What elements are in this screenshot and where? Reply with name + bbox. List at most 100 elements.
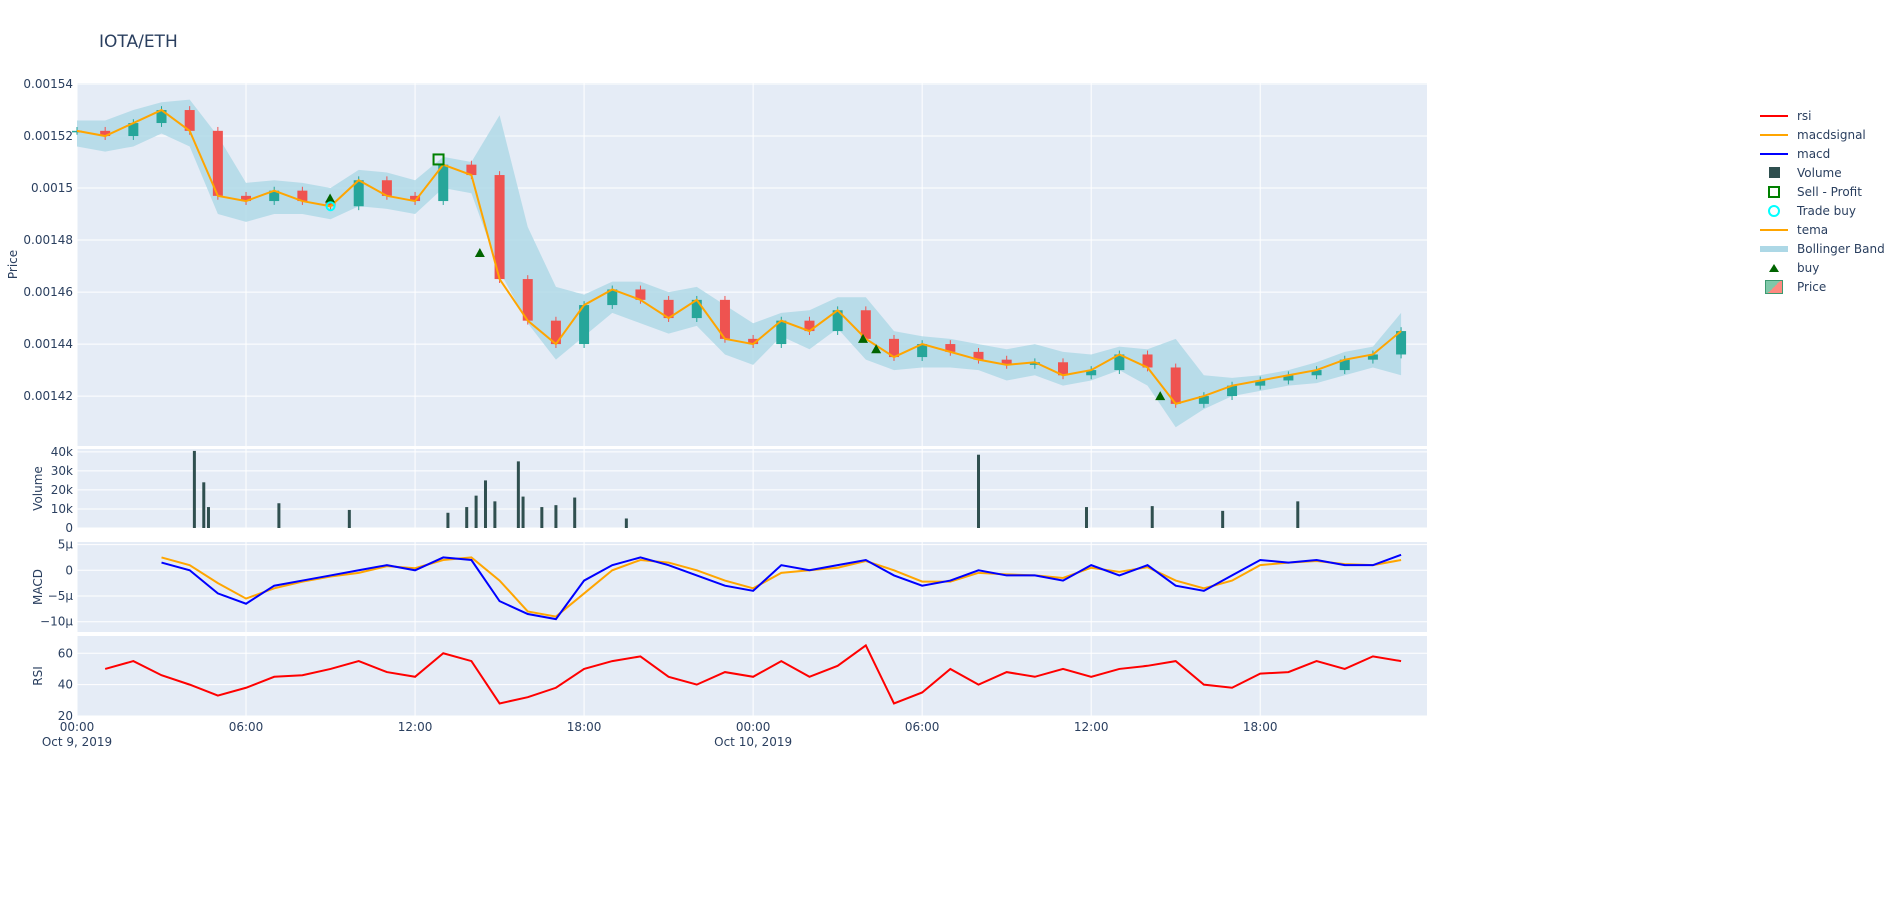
candle [1367,354,1378,360]
y-tick-label: 0 [65,521,73,535]
x-tick-label: 12:00 [1074,720,1109,734]
macd-line [161,553,1402,621]
candle [1086,370,1097,376]
y-tick-label: 20 [58,709,73,723]
legend-swatch-icon [1757,204,1791,217]
x-tick-sublabel: Oct 10, 2019 [714,735,792,749]
x-tick-label: 00:00 [736,720,771,734]
candle [888,338,899,358]
x-tick-label: 00:00 [60,720,95,734]
legend[interactable]: rsi macdsignal macd Volume Sell - Profit Trad… [1757,106,1885,296]
legend-item[interactable]: Sell - Profit [1757,182,1885,201]
volume-bar [483,480,487,528]
rsi-axis-title: RSI [31,666,45,686]
legend-item[interactable]: Price [1757,277,1885,296]
volume-bar [1296,501,1300,528]
candle [663,299,674,319]
volume-bar [624,518,628,528]
legend-label: tema [1797,222,1829,237]
legend-item[interactable]: rsi [1757,106,1885,125]
x-tick-label: 06:00 [229,720,264,734]
legend-label: macdsignal [1797,127,1866,142]
volume-bar [192,450,196,528]
candle [410,195,421,202]
candle [1029,362,1040,365]
volume-bar [347,509,351,528]
legend-label: Sell - Profit [1797,184,1862,199]
candle [184,110,195,131]
x-tick-label: 18:00 [1243,720,1278,734]
candle [1283,375,1294,381]
y-tick-label: 0.00148 [23,233,73,247]
candle [438,164,449,202]
y-tick-label: 0.00142 [23,389,73,403]
legend-swatch-icon [1757,262,1791,274]
volume-bar [573,497,577,528]
buy-marker [325,193,336,203]
y-tick-label: 0.00152 [23,129,73,143]
volume-axis-title: Volume [31,466,45,511]
legend-label: macd [1797,146,1831,161]
legend-item[interactable]: Bollinger Band [1757,239,1885,258]
legend-label: Volume [1797,165,1842,180]
candle [353,180,364,207]
legend-label: Bollinger Band [1797,241,1885,256]
legend-item[interactable]: macdsignal [1757,125,1885,144]
candle [1142,354,1153,368]
y-tick-label: 40k [51,445,73,459]
macd-axis-title: MACD [31,569,45,605]
candle [297,190,308,202]
legend-swatch-icon [1757,129,1791,141]
volume-bar [446,512,450,528]
legend-swatch-icon [1757,224,1791,236]
volume-bar [540,507,544,528]
volume-bar [977,454,981,528]
volume-bar [465,507,469,528]
y-tick-label: 0.0015 [31,181,73,195]
x-tick-label: 12:00 [398,720,433,734]
y-tick-label: 20k [51,483,73,497]
candle [860,310,871,339]
legend-item[interactable]: macd [1757,144,1885,163]
legend-item[interactable]: Trade buy [1757,201,1885,220]
y-tick-label: 40 [58,678,73,692]
candle [466,164,477,176]
legend-label: Trade buy [1797,203,1856,218]
candle [973,351,984,360]
legend-swatch-icon [1757,167,1791,179]
volume-bar [521,496,525,528]
volume-bar [277,503,281,528]
candle [1114,354,1125,371]
legend-swatch-icon [1757,148,1791,160]
x-tick-label: 06:00 [905,720,940,734]
candle [212,130,223,196]
volume-bar [493,501,497,528]
rsi-line [104,643,1402,705]
price-axis-title: Price [6,250,20,279]
candle [269,190,280,202]
candle [522,279,533,321]
candle [128,123,139,137]
candle [550,320,561,345]
candle [1311,370,1322,376]
legend-label: buy [1797,260,1820,275]
bollinger-band [77,99,1402,428]
y-tick-label: 5µ [58,538,74,552]
y-tick-label: 0 [65,563,73,577]
legend-item[interactable]: Volume [1757,163,1885,182]
candle [494,175,505,280]
candle [607,289,618,306]
legend-item[interactable]: tema [1757,220,1885,239]
legend-swatch-icon [1757,279,1791,294]
legend-swatch-icon [1757,243,1791,255]
buy-marker [871,344,882,354]
volume-bar [554,505,558,528]
y-tick-label: 30k [51,464,73,478]
legend-item[interactable]: buy [1757,258,1885,277]
candle [917,344,928,358]
y-tick-label: −10µ [40,615,73,629]
tema-line [76,108,1402,406]
volume-bar [202,482,206,528]
